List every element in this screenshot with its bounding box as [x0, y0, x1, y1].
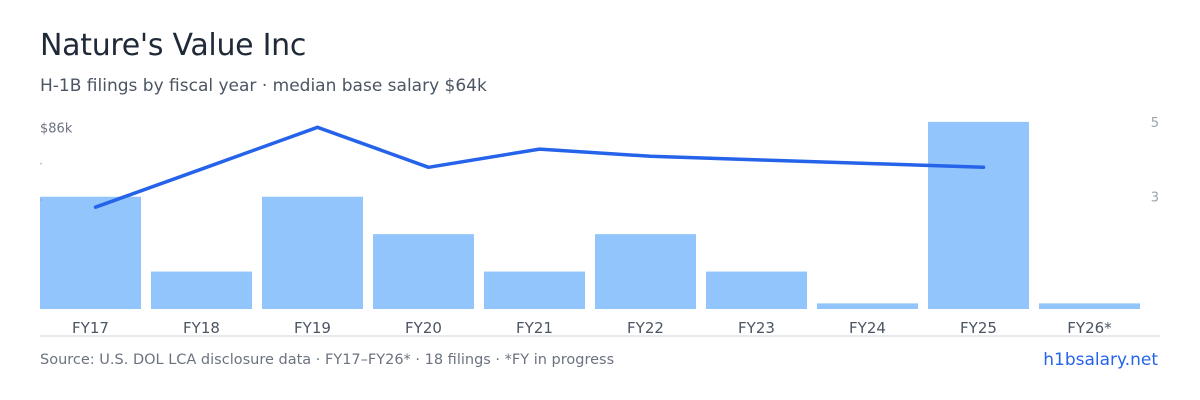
- x-tick-labels: FY17 FY18 FY19 FY20 FY21 FY22 FY23 FY24 FY25 FY26…: [72, 319, 1112, 337]
- right-axis: 53: [1151, 116, 1159, 206]
- site-link[interactable]: h1bsalary.net: [1043, 350, 1158, 370]
- line-layer: [93, 125, 986, 209]
- x-tick-label: FY23: [738, 319, 775, 337]
- salary-line: [93, 125, 986, 209]
- bar-fy22: [595, 234, 696, 309]
- bars-layer: [40, 121, 1140, 310]
- x-tick-label: FY19: [294, 319, 331, 337]
- chart-subtitle: H-1B filings by fiscal year · median bas…: [40, 76, 487, 96]
- x-tick-label: FY20: [405, 319, 442, 337]
- x-tick-label: FY18: [183, 319, 220, 337]
- bar-fy21: [484, 271, 585, 309]
- x-tick-label: FY26*: [1067, 319, 1112, 337]
- chart-title: Nature's Value Inc: [40, 28, 307, 63]
- bar-fy19: [262, 196, 363, 309]
- x-tick-label: FY22: [627, 319, 664, 337]
- left-axis-tick-label: $86k: [40, 121, 73, 136]
- x-tick-label: FY17: [72, 319, 109, 337]
- bar-fy20: [373, 234, 474, 309]
- bar-fy18: [151, 271, 252, 309]
- bar-fy24: [817, 303, 918, 309]
- right-axis-tick-label: 3: [1151, 191, 1159, 206]
- x-tick-label: FY24: [849, 319, 886, 337]
- left-axis: $86k: [40, 121, 73, 201]
- bar-fy17: [40, 196, 141, 309]
- bar-fy23: [706, 271, 807, 309]
- x-tick-label: FY21: [516, 319, 553, 337]
- left-axis-tick-dot: [40, 199, 42, 201]
- left-axis-tick-dot: [40, 162, 42, 165]
- source-note: Source: U.S. DOL LCA disclosure data · F…: [40, 352, 615, 368]
- x-tick-label: FY25: [960, 319, 997, 337]
- bar-fy25: [928, 121, 1029, 310]
- bar-fy26: [1039, 303, 1140, 309]
- right-axis-tick-label: 5: [1151, 116, 1159, 131]
